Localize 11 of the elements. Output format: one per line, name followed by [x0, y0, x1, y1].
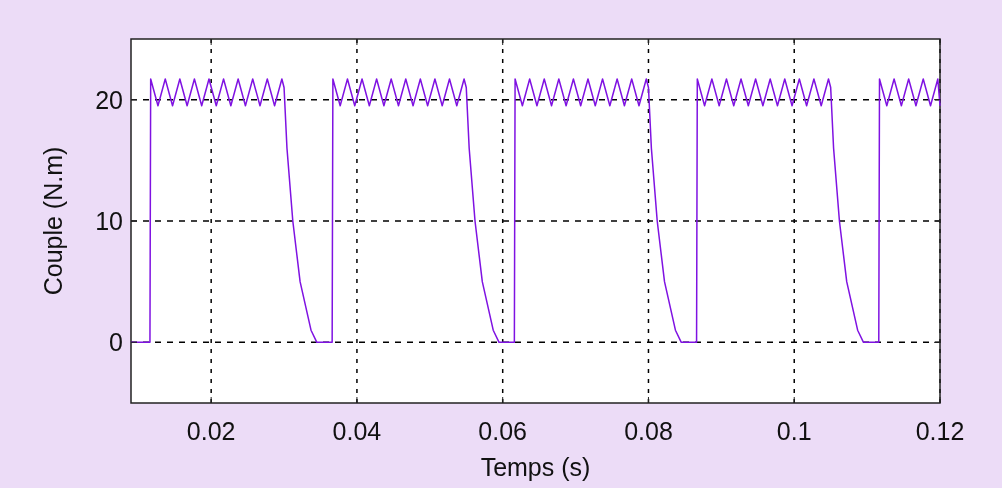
x-tick-label: 0.1	[776, 417, 812, 445]
x-axis-title: Temps (s)	[480, 453, 591, 481]
x-tick-label: 0.04	[332, 417, 382, 445]
y-tick-label: 10	[95, 207, 123, 235]
x-tick-label: 0.06	[478, 417, 528, 445]
y-tick-label: 20	[95, 85, 123, 114]
y-axis-title: Couple (N.m)	[39, 146, 67, 296]
y-tick-label: 0	[109, 328, 123, 357]
x-tick-label: 0.08	[624, 417, 673, 445]
x-tick-label: 0.02	[186, 417, 236, 445]
x-tick-label: 0.12	[915, 417, 965, 445]
